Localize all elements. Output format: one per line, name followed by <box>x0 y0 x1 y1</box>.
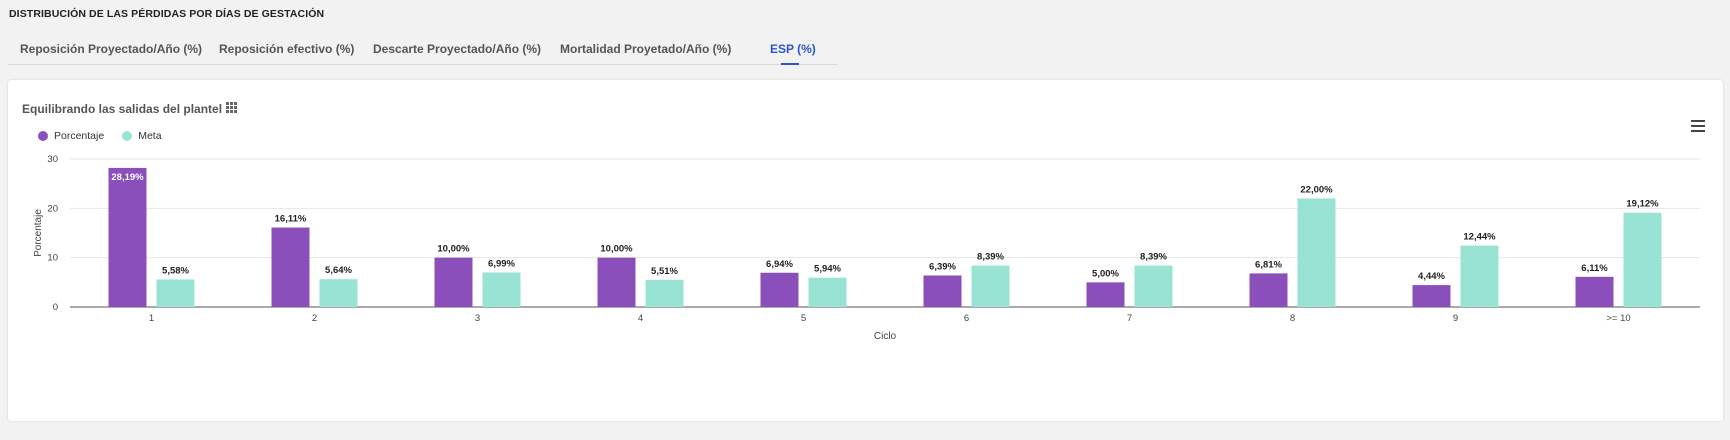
data-label: 6,39% <box>929 261 956 272</box>
chart-card: Equilibrando las salidas del plantel Por… <box>8 80 1723 421</box>
data-label: 4,44% <box>1418 271 1445 282</box>
data-label: 6,11% <box>1581 263 1608 274</box>
x-tick-label: 7 <box>1127 313 1132 324</box>
legend-item-meta[interactable]: Meta <box>122 130 162 142</box>
bar-meta <box>1623 212 1662 307</box>
data-label: 6,99% <box>488 259 515 270</box>
bar-porcentaje <box>434 257 473 307</box>
data-label: 22,00% <box>1300 184 1333 195</box>
x-tick-label: 2 <box>312 313 317 324</box>
bar-chart: 0 10 20 30 Porcentaje Ciclo 1 28,19% 5,58% 2 16,11… <box>33 154 1700 342</box>
x-axis-label: Ciclo <box>874 331 897 342</box>
bar-meta <box>971 265 1010 307</box>
x-tick-label: >= 10 <box>1606 313 1630 324</box>
chart-legend: Porcentaje Meta <box>38 130 180 142</box>
y-axis-label: Porcentaje <box>33 209 44 257</box>
grid-icon[interactable] <box>226 102 237 113</box>
bar-meta <box>1297 198 1336 307</box>
data-label: 12,44% <box>1463 232 1496 243</box>
x-tick-label: 9 <box>1453 313 1458 324</box>
bar-meta <box>482 272 521 307</box>
legend-marker-porcentaje <box>38 131 48 141</box>
bar-porcentaje <box>760 272 799 307</box>
x-tick-label: 8 <box>1290 313 1295 324</box>
legend-label-porcentaje: Porcentaje <box>54 130 105 142</box>
bar-porcentaje <box>923 275 962 307</box>
legend-label-meta: Meta <box>138 130 162 142</box>
data-label: 5,58% <box>162 265 189 276</box>
x-tick-label: 4 <box>638 313 643 324</box>
data-label: 5,64% <box>325 265 352 276</box>
tab-reposicion-efectivo[interactable]: Reposición efectivo (%) <box>219 42 355 56</box>
data-label: 6,94% <box>766 259 793 270</box>
bar-meta <box>1134 265 1173 307</box>
bar-porcentaje <box>597 257 636 307</box>
data-label: 5,94% <box>814 264 841 275</box>
data-label: 5,00% <box>1092 268 1119 279</box>
legend-marker-meta <box>122 131 133 141</box>
data-label: 10,00% <box>600 244 633 255</box>
legend-item-porcentaje[interactable]: Porcentaje <box>38 130 104 142</box>
chart-title: Equilibrando las salidas del plantel <box>22 102 223 116</box>
data-label: 10,00% <box>437 244 470 255</box>
tab-bar: Reposición Proyectado/Año (%) Reposición… <box>8 42 838 65</box>
bar-meta <box>808 277 847 307</box>
bar-porcentaje <box>1575 276 1614 307</box>
x-tick-label: 6 <box>964 313 969 324</box>
x-tick-label: 5 <box>801 313 806 324</box>
bar-porcentaje <box>1249 273 1288 307</box>
hamburger-menu-icon[interactable] <box>1691 120 1705 132</box>
data-label: 28,19% <box>111 172 144 183</box>
bar-meta <box>645 279 684 307</box>
bar-meta <box>319 279 358 307</box>
data-label: 6,81% <box>1255 259 1282 270</box>
y-tick-label: 0 <box>53 302 58 313</box>
y-tick-label: 30 <box>47 154 58 165</box>
bar-meta <box>156 279 195 307</box>
data-label: 19,12% <box>1626 199 1659 210</box>
data-label: 8,39% <box>1140 252 1167 263</box>
active-tab-indicator <box>781 63 799 65</box>
x-tick-label: 3 <box>475 313 480 324</box>
bar-meta <box>1460 245 1499 307</box>
data-label: 8,39% <box>977 252 1004 263</box>
tab-mortalidad-proyectado[interactable]: Mortalidad Proyetado/Año (%) <box>560 42 732 56</box>
tab-esp[interactable]: ESP (%) <box>770 42 816 56</box>
bar-porcentaje <box>108 167 147 307</box>
y-tick-label: 20 <box>47 203 58 214</box>
tab-reposicion-proyectado[interactable]: Reposición Proyectado/Año (%) <box>20 42 203 56</box>
bar-porcentaje <box>1412 285 1451 307</box>
data-label: 5,51% <box>651 266 678 277</box>
bar-porcentaje <box>1086 282 1125 307</box>
tab-descarte-proyectado[interactable]: Descarte Proyectado/Año (%) <box>373 42 542 56</box>
y-tick-label: 10 <box>47 253 58 264</box>
bar-porcentaje <box>271 227 310 307</box>
page-title: DISTRIBUCIÓN DE LAS PÉRDIDAS POR DÍAS DE… <box>9 8 325 20</box>
x-tick-label: 1 <box>149 313 154 324</box>
data-label: 16,11% <box>275 214 307 225</box>
